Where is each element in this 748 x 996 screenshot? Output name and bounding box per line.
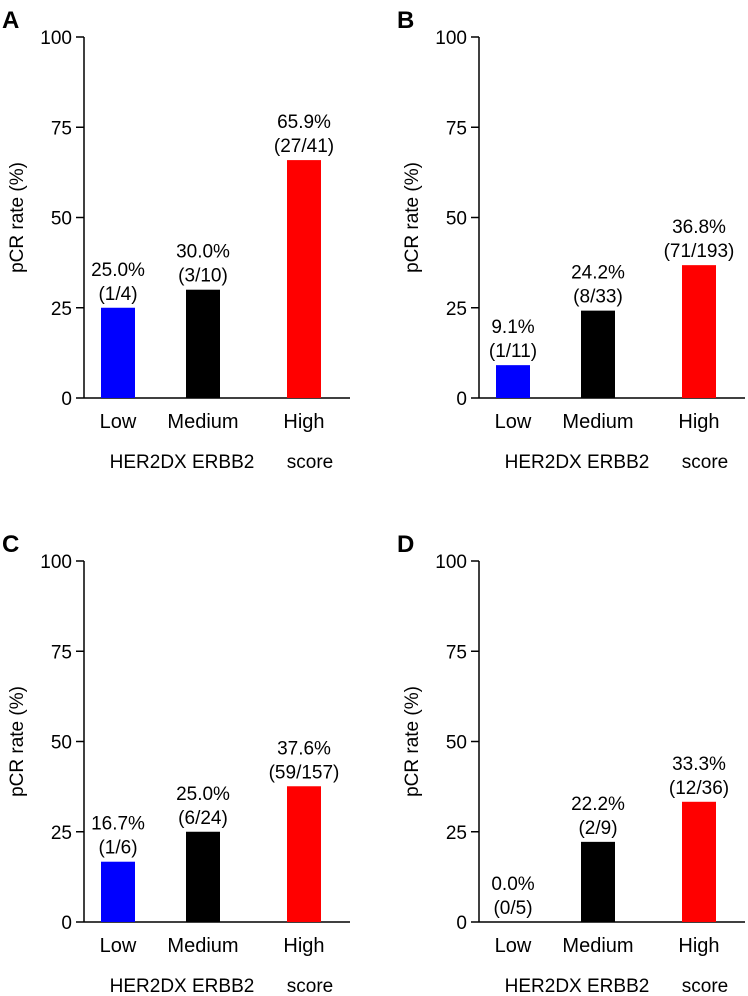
x-category-label: Medium	[167, 935, 238, 957]
x-category-label: High	[678, 935, 719, 957]
x-category-label: Medium	[562, 935, 633, 957]
bar-medium	[186, 289, 220, 398]
bar-label-count: (12/36)	[669, 778, 729, 799]
bar-high	[287, 160, 321, 398]
bar-high	[287, 786, 321, 922]
y-tick-label: 25	[51, 299, 72, 320]
chart-panel-b: B 0 25 50 75 100 pCR rate (%) (1/11) 9.1% Low (8/3…	[397, 7, 745, 473]
bar-label-percent: 36.8%	[672, 217, 726, 238]
x-axis-title: HER2DX ERBB2	[505, 452, 650, 473]
panel-letter: C	[2, 531, 19, 558]
bar-high	[682, 265, 716, 398]
y-tick-label: 100	[435, 28, 467, 49]
bar-label-count: (1/6)	[98, 838, 137, 859]
x-category-label: High	[283, 411, 324, 433]
x-category-label: Medium	[562, 411, 633, 433]
y-tick-label: 25	[446, 299, 467, 320]
x-axis-title: HER2DX ERBB2	[110, 452, 255, 473]
bar-medium	[186, 831, 220, 922]
panel-letter: A	[2, 7, 19, 34]
y-axis-label: pCR rate (%)	[402, 686, 423, 797]
y-tick-label: 100	[40, 28, 72, 49]
bar-label-count: (71/193)	[664, 241, 735, 262]
bar-label-percent: 65.9%	[277, 112, 331, 133]
bar-label-count: (6/24)	[178, 808, 228, 829]
bar-label-count: (59/157)	[269, 762, 340, 783]
y-tick-label: 50	[446, 209, 467, 230]
y-tick-label: 0	[456, 389, 467, 410]
bar-label-percent: 9.1%	[491, 317, 534, 338]
bar-label-percent: 37.6%	[277, 738, 331, 759]
bar-label-percent: 0.0%	[491, 874, 534, 895]
x-category-label: Low	[495, 411, 532, 433]
bar-label-percent: 16.7%	[91, 814, 145, 835]
bar-label-count: (27/41)	[274, 136, 334, 157]
bar-label-percent: 30.0%	[176, 242, 230, 263]
x-category-label: High	[678, 411, 719, 433]
bar-low	[101, 307, 135, 398]
bar-label-count: (3/10)	[178, 266, 228, 287]
panel-letter: B	[397, 7, 414, 34]
bar-label-count: (1/11)	[489, 341, 537, 362]
bar-label-percent: 25.0%	[91, 260, 145, 281]
bar-high	[682, 801, 716, 922]
chart-panel-c: C 0 25 50 75 100 pCR rate (%) (1/6) 16.7% Low (6/2…	[2, 531, 350, 996]
y-tick-label: 75	[446, 642, 467, 663]
y-tick-label: 100	[435, 552, 467, 573]
x-category-label: Low	[495, 935, 532, 957]
x-category-label: Low	[100, 935, 137, 957]
bar-label-percent: 25.0%	[176, 784, 230, 805]
x-axis-title-suffix: score	[682, 452, 728, 473]
y-axis-label: pCR rate (%)	[7, 162, 28, 273]
x-axis-title-suffix: score	[287, 452, 333, 473]
bar-low	[496, 365, 530, 398]
chart-panel-a: A 0 25 50 75 100 pCR rate (%) (1/4) 25.0% Low (3/1…	[2, 7, 350, 473]
bar-label-count: (1/4)	[98, 284, 137, 305]
y-tick-label: 0	[61, 389, 72, 410]
y-tick-label: 25	[51, 823, 72, 844]
bar-label-count: (0/5)	[493, 898, 532, 919]
bar-label-count: (8/33)	[573, 287, 623, 308]
bar-medium	[581, 841, 615, 922]
y-tick-label: 50	[51, 733, 72, 754]
x-category-label: Low	[100, 411, 137, 433]
x-category-label: High	[283, 935, 324, 957]
x-axis-title: HER2DX ERBB2	[110, 976, 255, 996]
y-tick-label: 0	[61, 913, 72, 934]
y-axis-label: pCR rate (%)	[402, 162, 423, 273]
y-tick-label: 75	[51, 642, 72, 663]
y-tick-label: 75	[51, 118, 72, 139]
y-tick-label: 75	[446, 118, 467, 139]
bar-label-percent: 24.2%	[571, 263, 625, 284]
x-axis-title: HER2DX ERBB2	[505, 976, 650, 996]
x-axis-title-suffix: score	[287, 976, 333, 996]
bar-label-count: (2/9)	[578, 818, 617, 839]
chart-panel-d: D 0 25 50 75 100 pCR rate (%) (0/5) 0.0% Low (2/9)…	[397, 531, 745, 996]
x-category-label: Medium	[167, 411, 238, 433]
y-tick-label: 25	[446, 823, 467, 844]
panel-letter: D	[397, 531, 414, 558]
x-axis-title-suffix: score	[682, 976, 728, 996]
bar-label-percent: 33.3%	[672, 754, 726, 775]
y-tick-label: 50	[51, 209, 72, 230]
y-tick-label: 100	[40, 552, 72, 573]
y-tick-label: 50	[446, 733, 467, 754]
bar-low	[101, 861, 135, 922]
bar-label-percent: 22.2%	[571, 794, 625, 815]
bar-medium	[581, 310, 615, 398]
y-axis-label: pCR rate (%)	[7, 686, 28, 797]
y-tick-label: 0	[456, 913, 467, 934]
